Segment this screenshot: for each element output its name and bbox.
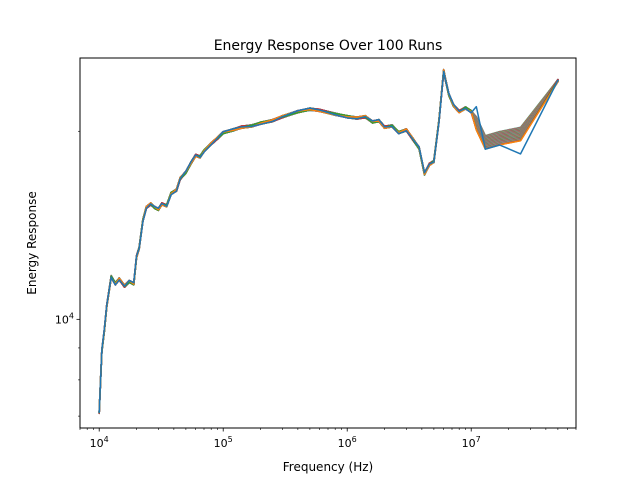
x-tick-label: 106 <box>338 435 357 450</box>
x-tick-label-base: 10 <box>338 437 352 450</box>
run-1-line <box>98 70 559 414</box>
y-axis: 104 <box>55 130 80 417</box>
x-tick-label-exponent: 6 <box>352 435 357 444</box>
x-axis: 104 105 106 107 <box>79 428 577 450</box>
y-tick-label-base: 10 <box>55 313 69 326</box>
y-tick-label: 104 <box>55 311 74 326</box>
x-tick-label-exponent: 7 <box>476 435 481 444</box>
x-tick-label: 105 <box>214 435 233 450</box>
x-tick-label: 104 <box>90 435 109 450</box>
y-tick-label-exponent: 4 <box>69 311 74 320</box>
x-tick-label-base: 10 <box>90 437 104 450</box>
x-tick-label: 107 <box>462 435 481 450</box>
x-tick-label-exponent: 4 <box>104 435 109 444</box>
chart-title: Energy Response Over 100 Runs <box>214 38 443 54</box>
y-axis-label: Energy Response <box>25 191 39 294</box>
x-axis-label: Frequency (Hz) <box>283 460 374 474</box>
series-group <box>98 68 559 415</box>
x-tick-label-base: 10 <box>462 437 476 450</box>
x-tick-label-base: 10 <box>214 437 228 450</box>
x-tick-label-exponent: 5 <box>228 435 233 444</box>
